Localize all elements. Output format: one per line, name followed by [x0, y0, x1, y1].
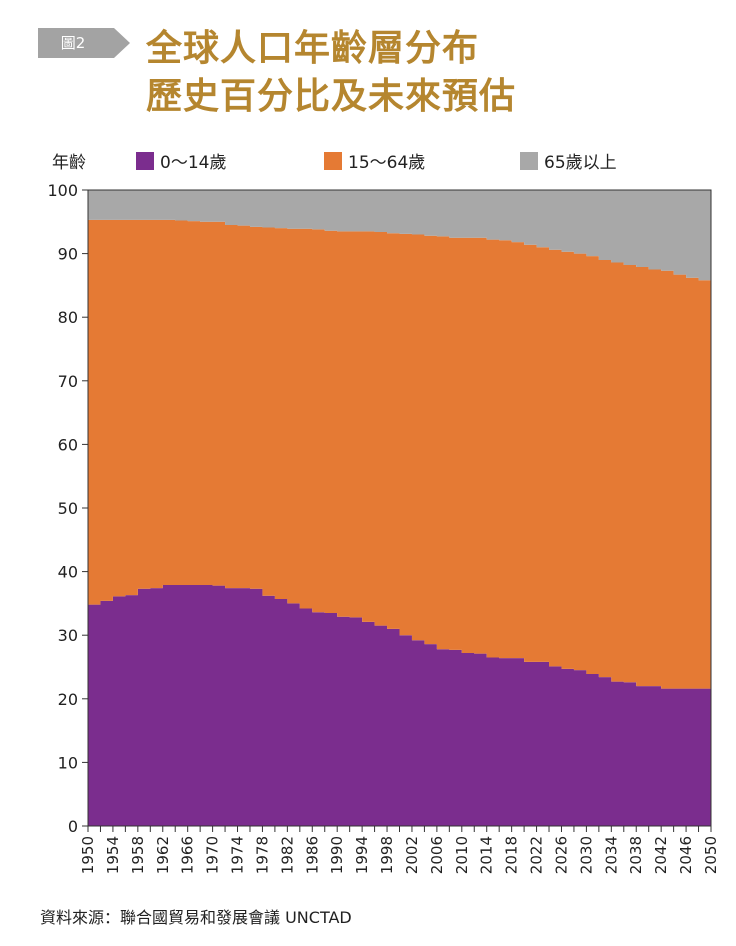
chart-title: 全球人口年齡層分布 歷史百分比及未來預估	[146, 24, 516, 120]
y-tick-label: 20	[58, 690, 78, 709]
legend-item-65-plus: 65歲以上	[520, 148, 617, 173]
badge-background	[38, 28, 130, 58]
x-tick-label: 2030	[577, 836, 595, 874]
y-tick-label: 80	[58, 308, 78, 327]
x-tick-label: 1986	[303, 836, 321, 874]
x-tick-label: 2042	[652, 836, 670, 874]
legend-axis-label: 年齡	[52, 153, 86, 173]
x-tick-label: 1958	[129, 836, 147, 874]
x-tick-label: 2046	[677, 836, 695, 874]
legend-swatch-65-plus	[520, 151, 538, 170]
plot-areas	[88, 190, 711, 826]
figure-number-badge: 圖2	[38, 28, 130, 58]
x-tick-label: 2050	[702, 836, 720, 874]
y-tick-label: 70	[58, 372, 78, 391]
y-tick-label: 10	[58, 753, 78, 772]
area-0-14	[88, 584, 711, 826]
legend-label-65-plus: 65歲以上	[544, 153, 617, 173]
x-tick-label: 2022	[528, 836, 546, 874]
legend-item-15-64: 15～64歲	[324, 148, 425, 173]
y-tick-label: 60	[58, 435, 78, 454]
legend-label-0-14: 0～14歲	[160, 153, 227, 173]
y-tick-label: 50	[58, 499, 78, 518]
area-65-plus	[88, 190, 711, 284]
x-tick-label: 1990	[328, 836, 346, 874]
x-tick-label: 1954	[104, 836, 122, 874]
x-tick-label: 2006	[428, 836, 446, 874]
legend-swatch-15-64	[324, 151, 342, 170]
y-tick-label: 90	[58, 245, 78, 264]
x-tick-label: 2010	[453, 836, 471, 874]
x-axis: 1950 1954 1958 1962 1966 1970 1974 1978 1982 1986…	[79, 826, 720, 874]
area-15-64	[88, 219, 711, 694]
x-tick-label: 2038	[627, 836, 645, 874]
chart-title-line-2: 歷史百分比及未來預估	[146, 75, 517, 117]
x-tick-label: 1998	[378, 836, 396, 874]
x-tick-label: 1982	[278, 836, 296, 874]
legend-swatch-0-14	[136, 151, 154, 170]
x-tick-label: 1966	[179, 836, 197, 874]
y-tick-label: 100	[47, 181, 78, 200]
x-tick-label: 1994	[353, 836, 371, 874]
x-tick-label: 2014	[478, 836, 496, 874]
y-tick-label: 40	[58, 563, 78, 582]
x-tick-label: 1974	[229, 836, 247, 874]
y-tick-label: 0	[68, 817, 78, 836]
x-tick-label: 1970	[204, 836, 222, 874]
x-tick-label: 1950	[79, 836, 97, 874]
x-tick-label: 1978	[253, 836, 271, 874]
y-tick-label: 30	[58, 626, 78, 645]
chart-title-line-1: 全球人口年齡層分布	[146, 27, 480, 69]
legend: 年齡 0～14歲 15～64歲 65歲以上	[0, 146, 736, 173]
x-tick-label: 2034	[602, 836, 620, 874]
legend-item-0-14: 0～14歲	[136, 148, 226, 173]
legend-label-15-64: 15～64歲	[348, 153, 426, 173]
x-tick-label: 2002	[403, 836, 421, 874]
y-axis: 0 10 20 30 40 50 60 70 80 90 100	[47, 181, 88, 836]
x-tick-label: 2018	[503, 836, 521, 874]
badge-arrow-shape	[38, 28, 130, 58]
badge-label: 圖2	[60, 34, 86, 52]
x-tick-label: 1962	[154, 836, 172, 874]
x-tick-label: 2026	[552, 836, 570, 874]
source-note: 資料來源：聯合國貿易和發展會議 UNCTAD	[40, 908, 352, 927]
